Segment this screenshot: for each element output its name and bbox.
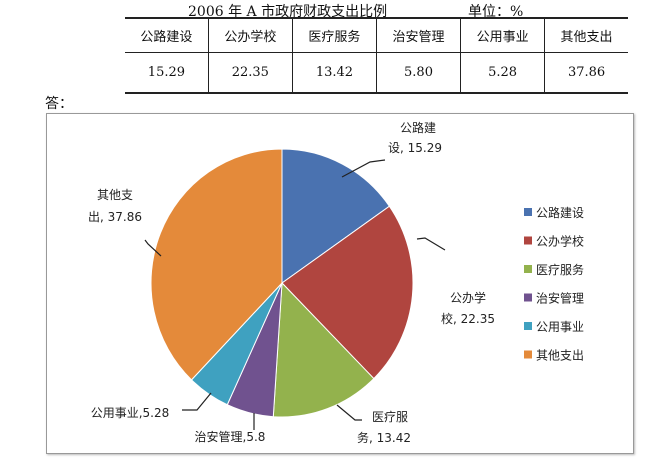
table-value-row: 15.29 22.35 13.42 5.80 5.28 37.86 [125,52,628,94]
legend-entry: 治安管理 [536,291,584,306]
data-label: 出, 37.86 [88,210,142,224]
header-cell: 医疗服务 [291,17,377,53]
legend-swatch [524,236,532,245]
data-label: 其他支 [97,188,133,202]
legend-entry: 其他支出 [536,349,584,363]
legend-entry: 公办学校 [536,234,584,249]
value-cell: 15.29 [125,52,209,94]
expenditure-table: 公路建设 公办学校 医疗服务 治安管理 公用事业 其他支出 15.29 22.3… [125,17,628,94]
header-cell: 公办学校 [207,17,293,53]
data-label: 医疗服 [372,410,408,424]
legend-entry: 医疗服务 [536,262,584,277]
data-label: 治安管理,5.8 [195,429,266,444]
header-cell: 公路建设 [125,17,209,53]
header-cell: 其他支出 [544,17,628,53]
table-title: 2006 年 A 市政府财政支出比例 [188,4,388,20]
pie-slice [281,205,414,380]
pie-slice [150,148,283,381]
data-label: 公用事业,5.28 [91,406,170,420]
legend-entry: 公用事业 [536,320,584,334]
legend-swatch [524,322,532,330]
label-leader-line [336,404,362,421]
table-header-row: 公路建设 公办学校 医疗服务 治安管理 公用事业 其他支出 [125,17,628,53]
data-label: 校, 22.35 [441,311,495,326]
label-leader-line [341,159,386,178]
chart-frame [46,113,634,454]
data-label: 公路建 [400,120,436,135]
legend-swatch [524,265,532,273]
pie-slice [272,281,375,418]
legend-swatch [524,293,532,302]
legend-swatch [524,208,532,216]
legend-swatch [524,350,532,359]
pie-slice [281,148,391,284]
value-cell: 5.80 [375,52,461,94]
data-label: 公办学 [450,290,486,305]
data-label: 设, 15.29 [388,141,442,155]
value-cell: 22.35 [207,52,293,94]
value-cell: 13.42 [291,52,377,94]
label-leader-line [144,239,162,257]
value-cell: 5.28 [460,52,545,94]
answer-label: 答： [45,96,73,112]
table-unit: 单位：% [468,4,524,20]
header-cell: 治安管理 [375,17,461,53]
data-label: 务, 13.42 [357,430,411,445]
label-leader-line [416,237,446,251]
value-cell: 37.86 [544,52,628,94]
header-cell: 公用事业 [460,17,545,53]
label-leader-line [182,392,212,411]
legend-entry: 公路建设 [536,205,584,220]
